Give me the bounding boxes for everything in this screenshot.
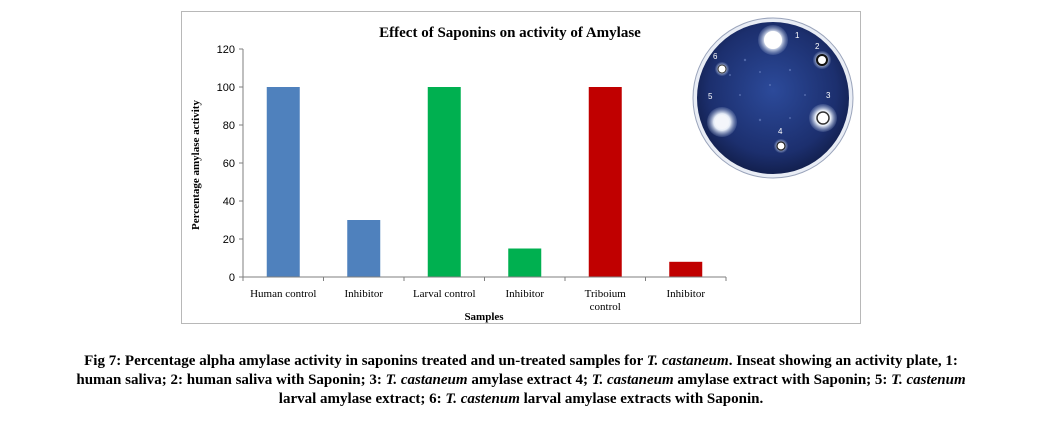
chart-title: Effect of Saponins on activity of Amylas… — [379, 25, 641, 41]
well-label-6: 6 — [713, 52, 718, 61]
caption-species: T. castenum — [891, 372, 966, 388]
bar — [347, 220, 381, 277]
bar — [427, 87, 461, 277]
bar-chart: Effect of Saponins on activity of Amylas… — [190, 17, 854, 323]
well-2 — [816, 54, 828, 66]
caption-species: T. castenum — [445, 391, 520, 407]
y-tick-label: 60 — [223, 158, 235, 170]
y-tick-label: 80 — [223, 120, 235, 132]
well-1 — [764, 31, 782, 49]
y-axis: 0 20 40 60 80 100 120 — [217, 44, 244, 284]
caption-text: amylase extract 4; — [467, 372, 592, 388]
x-tick-label: Inhibitor — [667, 288, 706, 300]
bars — [266, 87, 703, 277]
well-4 — [776, 141, 786, 151]
well-3 — [816, 111, 830, 125]
plate-wells — [707, 25, 837, 153]
well-label-3: 3 — [826, 91, 831, 100]
y-tick-label: 20 — [223, 234, 235, 246]
bar — [266, 87, 300, 277]
x-axis: Human control Inhibitor Larval control Inhi… — [242, 276, 727, 313]
y-tick-label: 120 — [217, 44, 235, 56]
y-axis-label: Percentage amylase activity — [190, 100, 202, 230]
well-6 — [717, 64, 727, 74]
x-tick-label: Triboium control — [585, 288, 627, 313]
x-tick-label: Inhibitor — [345, 288, 384, 300]
well-label-2: 2 — [815, 42, 820, 51]
figure-caption: Fig 7: Percentage alpha amylase activity… — [0, 352, 1042, 409]
bar — [508, 248, 542, 277]
caption-line-3: larval amylase extract; 6: T. castenum l… — [0, 390, 1042, 409]
activity-plate-inset: 1 2 3 4 5 6 — [692, 17, 854, 179]
x-tick-label: Human control — [250, 288, 316, 300]
x-tick-label: Larval control — [413, 288, 476, 300]
well-label-4: 4 — [778, 127, 783, 136]
y-tick-label: 0 — [229, 272, 235, 284]
caption-text: larval amylase extracts with Saponin. — [519, 391, 764, 407]
caption-text: . Inseat showing an activity plate, 1: — [728, 353, 958, 369]
caption-text: Fig 7: Percentage alpha amylase activity… — [84, 353, 647, 369]
caption-text: larval amylase extract; 6: — [278, 391, 446, 407]
well-labels: 1 2 3 4 5 6 — [708, 31, 831, 136]
x-axis-label: Samples — [464, 311, 504, 323]
caption-line-2: human saliva; 2: human saliva with Sapon… — [0, 371, 1042, 390]
bar — [669, 261, 703, 277]
bar — [588, 87, 622, 277]
caption-species: T. castaneum — [646, 353, 729, 369]
caption-species: T. castaneum — [591, 372, 674, 388]
caption-text: amylase extract with Saponin; 5: — [673, 372, 892, 388]
x-tick-label: Inhibitor — [506, 288, 545, 300]
y-tick-label: 40 — [223, 196, 235, 208]
plate-agar — [697, 22, 849, 174]
y-tick-label: 100 — [217, 82, 235, 94]
well-5 — [715, 115, 729, 129]
caption-text: human saliva; 2: human saliva with Sapon… — [76, 372, 386, 388]
caption-species: T. castaneum — [385, 372, 468, 388]
well-label-1: 1 — [795, 31, 800, 40]
caption-line-1: Fig 7: Percentage alpha amylase activity… — [0, 352, 1042, 371]
well-label-5: 5 — [708, 92, 713, 101]
